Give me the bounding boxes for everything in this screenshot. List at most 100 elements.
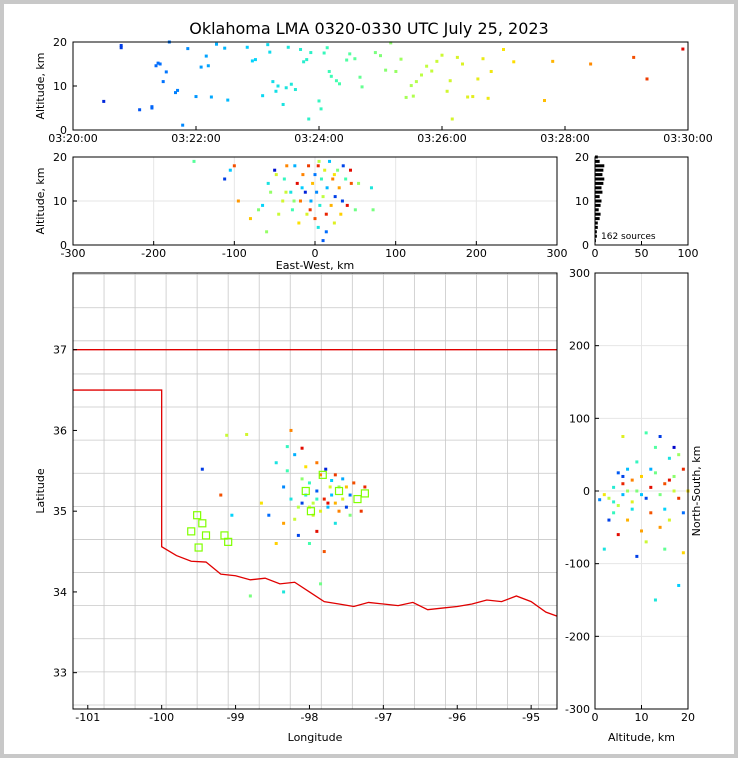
ew-altitude-point <box>232 164 236 168</box>
altitude-ns-point <box>658 525 662 529</box>
ew-altitude-point <box>316 225 320 229</box>
x-tick-label: -95 <box>522 711 540 724</box>
map-source-point <box>293 517 297 521</box>
ew-altitude-point <box>313 217 317 221</box>
map-source-point <box>315 489 319 493</box>
time-altitude-point <box>645 77 649 81</box>
altitude-ns-point <box>667 478 671 482</box>
time-altitude-point <box>379 54 382 58</box>
ew-xlabel: East-West, km <box>276 259 354 272</box>
ew-altitude-point <box>284 190 288 194</box>
ew-altitude-point <box>265 230 269 234</box>
map-source-point <box>300 446 304 450</box>
x-tick-label: 0 <box>312 247 319 260</box>
time-altitude-point <box>425 64 429 68</box>
altitude-ns-point <box>653 445 657 449</box>
time-altitude-point <box>502 47 505 51</box>
map-source-point <box>328 485 332 489</box>
map-source-point <box>352 481 356 485</box>
map-source-point <box>200 467 204 471</box>
ew-altitude-point <box>301 173 305 177</box>
altitude-ns-point <box>649 467 653 471</box>
ew-altitude-point <box>348 168 352 172</box>
map-source-point <box>274 461 278 465</box>
time-altitude-point <box>302 60 306 64</box>
ew-altitude-point <box>324 230 328 234</box>
altitude-ns-point <box>681 551 685 555</box>
ew-altitude-point <box>317 159 321 163</box>
ew-altitude-point <box>349 181 353 185</box>
time-altitude-point <box>181 123 185 127</box>
map-source-point <box>289 497 293 501</box>
plan-view-map-panel: -101 -100 -99 -98 -97 -96 -95 33 34 35 36 37 Longitu… <box>34 272 558 744</box>
ew-altitude-point <box>357 181 361 185</box>
y-tick-label: -200 <box>565 630 590 643</box>
time-altitude-point <box>281 102 285 106</box>
time-altitude-point <box>471 95 475 99</box>
time-altitude-point <box>358 75 362 79</box>
altitude-ns-point <box>621 474 625 478</box>
lma-station-marker <box>360 489 369 498</box>
ew-altitude-point <box>321 195 325 199</box>
time-altitude-point <box>329 74 333 78</box>
ew-altitude-point <box>316 164 320 168</box>
y-tick-label: 200 <box>569 340 590 353</box>
time-altitude-point <box>681 47 685 51</box>
time-altitude-point <box>551 59 555 63</box>
y-tick-label: 300 <box>569 267 590 280</box>
altitude-ns-point <box>621 482 625 486</box>
y-tick-label: 20 <box>53 36 67 49</box>
altitude-ns-panel: 0 10 20 -300 -200 -100 0 100 200 300 Altitude, km N… <box>565 267 703 744</box>
altitude-ns-point <box>658 493 662 497</box>
time-altitude-point <box>430 69 434 73</box>
x-tick-label: 03:24:00 <box>294 132 343 145</box>
time-altitude-point <box>199 65 203 69</box>
time-altitude-point <box>373 51 377 55</box>
time-altitude-point <box>305 58 309 62</box>
map-source-point <box>315 529 319 533</box>
ew-altitude-point <box>269 190 273 194</box>
map-source-point <box>348 493 352 497</box>
map-source-point <box>333 473 337 477</box>
map-source-point <box>296 505 300 509</box>
time-altitude-point <box>476 77 480 81</box>
time-altitude-point <box>226 98 230 102</box>
time-altitude-point <box>209 95 213 99</box>
map-source-point <box>289 428 293 432</box>
altitude-ns-point <box>635 460 639 464</box>
time-altitude-point <box>461 62 464 66</box>
time-altitude-point <box>360 85 364 89</box>
time-altitude-point <box>286 45 290 49</box>
y-tick-label: 37 <box>53 344 67 357</box>
time-altitude-point <box>176 88 180 92</box>
time-altitude-point <box>307 117 311 121</box>
map-source-point <box>348 513 352 517</box>
ew-altitude-point <box>341 164 345 168</box>
lma-station-marker <box>353 494 362 504</box>
x-tick-label: 03:30:00 <box>663 132 712 145</box>
ew-altitude-point <box>266 181 270 185</box>
ew-altitude-point <box>248 217 252 221</box>
time-altitude-point <box>327 69 331 73</box>
ew-ylabel: Altitude, km <box>34 167 47 234</box>
ew-altitude-point <box>318 203 322 207</box>
altitude-ns-point <box>630 500 634 504</box>
time-altitude-point <box>186 47 190 51</box>
map-source-point <box>311 501 315 505</box>
time-altitude-point <box>334 79 338 83</box>
lma-station-marker <box>224 537 233 546</box>
map-source-point <box>304 465 308 469</box>
ew-altitude-point <box>345 203 349 207</box>
time-altitude-point <box>399 57 403 61</box>
ew-altitude-point <box>315 190 319 194</box>
altitude-ns-point <box>612 511 616 515</box>
altitude-histogram-panel: 0 50 100 0 10 20 162 sources <box>575 151 699 260</box>
map-source-point <box>285 469 289 473</box>
time-altitude-point <box>420 73 423 77</box>
map-source-point <box>344 505 348 509</box>
altitude-ns-point <box>653 471 657 475</box>
altitude-ns-point <box>681 511 685 515</box>
time-altitude-point <box>284 86 288 90</box>
ew-altitude-point <box>274 173 278 177</box>
ew-altitude-point <box>369 186 373 190</box>
